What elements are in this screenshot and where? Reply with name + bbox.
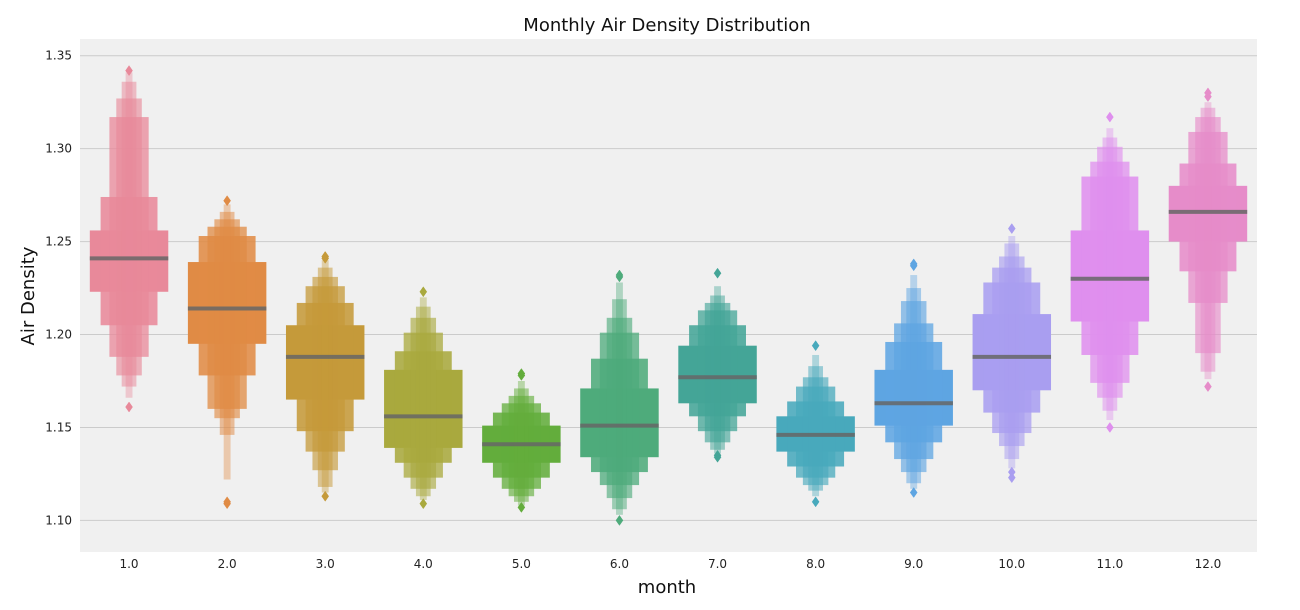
x-tick-label: 11.0 — [1097, 557, 1124, 571]
boxen-month-7.0 — [678, 267, 757, 463]
x-tick-label: 2.0 — [218, 557, 237, 571]
boxen-level-rect — [1004, 243, 1020, 460]
outlier-point — [615, 269, 624, 281]
outlier-point — [1007, 223, 1016, 235]
boxes — [89, 65, 1248, 526]
boxen-level-rect — [1102, 137, 1118, 411]
boxen-month-10.0 — [972, 223, 1052, 484]
boxen-month-3.0 — [285, 251, 365, 502]
boxen-level-rect — [125, 72, 133, 398]
y-tick-label: 1.25 — [45, 235, 72, 249]
outlier-point — [713, 267, 722, 279]
x-tick-label: 9.0 — [904, 557, 923, 571]
outlier-point — [419, 498, 428, 510]
outlier-point — [811, 340, 820, 352]
boxen-level-rect — [710, 295, 725, 450]
chart-title: Monthly Air Density Distribution — [523, 15, 810, 36]
outlier-point — [1106, 111, 1114, 123]
outlier-point — [615, 514, 624, 526]
outlier-point — [1007, 472, 1016, 484]
boxen-level-rect — [808, 366, 823, 491]
y-tick-label: 1.15 — [45, 420, 72, 434]
outlier-point — [713, 449, 722, 461]
outlier-point — [321, 251, 330, 262]
boxen-level-rect — [812, 354, 820, 497]
x-axis-label: month — [638, 577, 696, 598]
grid-lines — [80, 55, 1257, 521]
boxen-level-rect — [714, 286, 721, 454]
boxen-level-rect — [1204, 102, 1212, 380]
x-tick-label: 5.0 — [512, 557, 531, 571]
boxen-level-rect — [317, 267, 333, 487]
outlier-point — [1007, 466, 1016, 478]
boxen-level-rect — [321, 260, 329, 493]
outlier-point — [909, 258, 918, 270]
x-tick-label: 6.0 — [610, 557, 629, 571]
boxen-level-rect — [121, 81, 137, 387]
boxen-month-1.0 — [89, 65, 169, 413]
boxen-level-rect — [1008, 236, 1016, 469]
boxen-level-rect — [223, 204, 231, 480]
y-tick-label: 1.20 — [45, 328, 72, 342]
plot-background — [80, 39, 1257, 552]
outlier-point — [909, 487, 918, 498]
y-tick-label: 1.10 — [45, 513, 72, 527]
boxen-month-5.0 — [482, 368, 561, 513]
y-tick-labels: 1.10 1.15 1.20 1.25 1.30 1.35 — [45, 49, 72, 528]
x-tick-label: 12.0 — [1195, 557, 1222, 571]
outlier-point — [223, 496, 231, 508]
boxen-month-11.0 — [1070, 111, 1150, 433]
x-tick-label: 3.0 — [316, 557, 335, 571]
boxen-level-rect — [906, 288, 922, 484]
boxen-level-rect — [419, 297, 427, 500]
x-tick-label: 7.0 — [708, 557, 727, 571]
outlier-point — [125, 401, 133, 413]
x-tick-label: 10.0 — [998, 557, 1025, 571]
boxen-level-rect — [415, 306, 431, 497]
outlier-point — [517, 368, 526, 380]
outlier-point — [223, 195, 231, 207]
boxen-month-9.0 — [874, 258, 953, 498]
boxen-level-rect — [1200, 107, 1216, 372]
boxen-level-rect — [616, 282, 623, 515]
outlier-point — [1204, 381, 1212, 393]
outlier-point — [125, 65, 133, 77]
boxen-month-12.0 — [1168, 87, 1248, 393]
boxen-level-rect — [1106, 128, 1114, 421]
boxen-level-rect — [219, 211, 235, 435]
x-tick-labels: 1.0 2.0 3.0 4.0 5.0 6.0 7.0 8.0 9.0 10.0 11.0 12.0 — [119, 557, 1221, 571]
x-tick-label: 4.0 — [414, 557, 433, 571]
x-tick-label: 8.0 — [806, 557, 825, 571]
outlier-point — [321, 490, 330, 502]
outlier-point — [419, 286, 428, 298]
y-axis-label: Air Density — [18, 246, 39, 345]
x-tick-label: 1.0 — [119, 557, 138, 571]
boxen-level-rect — [910, 275, 918, 489]
y-tick-label: 1.30 — [45, 142, 72, 156]
outlier-point — [811, 496, 820, 508]
boxen-month-2.0 — [187, 195, 267, 510]
boxen-level-rect — [612, 299, 627, 510]
outlier-point — [1204, 87, 1212, 99]
outlier-point — [517, 501, 526, 513]
y-tick-label: 1.35 — [45, 49, 72, 63]
boxen-month-4.0 — [384, 286, 463, 510]
boxen-month-6.0 — [580, 269, 659, 526]
outlier-point — [1106, 422, 1114, 433]
boxen-month-8.0 — [776, 340, 855, 508]
